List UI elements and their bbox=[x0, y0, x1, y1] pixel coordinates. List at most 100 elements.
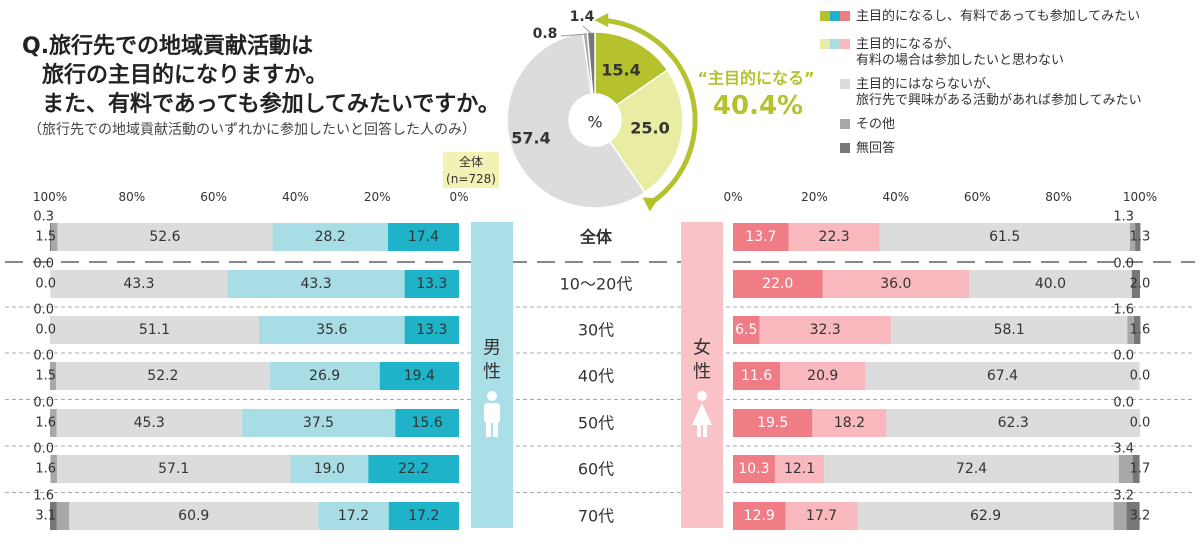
axis-tick-label: 60% bbox=[964, 190, 991, 204]
male-bar-segment bbox=[269, 362, 380, 390]
pie-slice bbox=[608, 69, 684, 194]
male-bar-segment bbox=[241, 409, 396, 437]
female-noanswer-value: 3.2 bbox=[1130, 509, 1151, 524]
male-person-icon bbox=[484, 391, 500, 437]
female-noanswer-value: 2.0 bbox=[1130, 277, 1151, 292]
legend-swatch bbox=[830, 39, 840, 49]
female-band bbox=[681, 222, 723, 528]
female-bar-segment bbox=[824, 455, 1119, 483]
female-noanswer-value: 0.0 bbox=[1130, 416, 1151, 431]
female-other-value: 3.2 bbox=[1113, 489, 1134, 504]
male-noanswer-value: 0.0 bbox=[33, 396, 54, 411]
arrowhead-icon bbox=[594, 13, 609, 28]
female-bar-value: 72.4 bbox=[956, 461, 987, 477]
category-label: 50代 bbox=[578, 414, 614, 433]
male-bar-segment bbox=[404, 270, 459, 298]
legend-swatch bbox=[840, 11, 850, 21]
female-bar-value: 20.9 bbox=[807, 368, 838, 384]
male-bar-value: 57.1 bbox=[158, 461, 189, 477]
female-bar-value: 18.2 bbox=[834, 415, 865, 431]
axis-tick-label: 40% bbox=[882, 190, 909, 204]
female-bar-value: 36.0 bbox=[880, 276, 911, 292]
female-noanswer-value: 1.6 bbox=[1130, 323, 1151, 338]
male-bar-value: 51.1 bbox=[139, 322, 170, 338]
female-bar-value: 12.1 bbox=[784, 461, 815, 477]
male-bar-segment bbox=[368, 455, 459, 483]
female-noanswer-value: 1.7 bbox=[1130, 462, 1151, 477]
female-bar-value: 32.3 bbox=[810, 322, 841, 338]
female-bar-segment bbox=[1131, 270, 1140, 298]
female-bar-segment bbox=[1113, 502, 1127, 530]
female-other-value: 1.6 bbox=[1113, 303, 1134, 318]
female-bar-segment bbox=[1127, 316, 1134, 344]
male-bar-segment bbox=[379, 362, 459, 390]
legend-label: その他 bbox=[856, 117, 896, 132]
annotation-arc bbox=[600, 17, 698, 205]
male-bar-segment bbox=[50, 455, 57, 483]
female-bar-value: 67.4 bbox=[987, 368, 1018, 384]
male-bar-value: 52.2 bbox=[147, 368, 178, 384]
male-bar-segment bbox=[56, 362, 270, 390]
male-bar-segment bbox=[272, 223, 388, 251]
male-other-value: 3.1 bbox=[35, 509, 56, 524]
male-bar-segment bbox=[69, 502, 319, 530]
female-bar-value: 22.3 bbox=[819, 229, 850, 245]
male-bar-value: 13.3 bbox=[416, 322, 447, 338]
male-bar-segment bbox=[50, 362, 57, 390]
male-bar-value: 60.9 bbox=[178, 508, 209, 524]
pie-slice-label: 0.8 bbox=[533, 26, 558, 42]
legend-label: 無回答 bbox=[856, 141, 896, 156]
leader-line bbox=[560, 33, 588, 37]
legend-swatch bbox=[840, 143, 850, 153]
female-bar-value: 40.0 bbox=[1035, 276, 1066, 292]
category-label: 30代 bbox=[578, 321, 614, 340]
male-other-value: 0.0 bbox=[35, 323, 56, 338]
female-bar-segment bbox=[1132, 455, 1140, 483]
female-bar-segment bbox=[822, 270, 970, 298]
female-noanswer-value: 0.0 bbox=[1130, 369, 1151, 384]
female-bar-segment bbox=[788, 223, 880, 251]
female-bar-value: 11.6 bbox=[741, 368, 772, 384]
axis-tick-label: 80% bbox=[1045, 190, 1072, 204]
pie-total-label-box bbox=[443, 152, 499, 188]
male-bar-value: 19.0 bbox=[314, 461, 345, 477]
male-other-value: 1.6 bbox=[35, 416, 56, 431]
female-bar-value: 62.3 bbox=[998, 415, 1029, 431]
male-noanswer-value: 0.0 bbox=[33, 442, 54, 457]
female-bar-segment bbox=[886, 409, 1140, 437]
female-bar-segment bbox=[759, 316, 891, 344]
male-label: 性 bbox=[483, 362, 501, 383]
pie-slice-label: 57.4 bbox=[511, 129, 550, 148]
male-bar-value: 43.3 bbox=[300, 276, 331, 292]
male-bar-value: 15.6 bbox=[412, 415, 443, 431]
male-other-value: 1.5 bbox=[35, 369, 56, 384]
female-bar-value: 6.5 bbox=[735, 322, 757, 338]
female-bar-segment bbox=[780, 362, 866, 390]
axis-tick-label: 100% bbox=[1123, 190, 1157, 204]
axis-tick-label: 80% bbox=[118, 190, 145, 204]
legend-swatch bbox=[820, 11, 830, 21]
question-note: （旅行先での地域貢献活動のいずれかに参加したいと回答した人のみ） bbox=[28, 122, 476, 138]
male-bar-segment bbox=[57, 223, 273, 251]
male-bar-segment bbox=[404, 316, 459, 344]
male-label: 男 bbox=[483, 338, 501, 359]
male-bar-value: 35.6 bbox=[316, 322, 347, 338]
category-label: 60代 bbox=[578, 460, 614, 479]
female-bar-value: 10.3 bbox=[738, 461, 769, 477]
title-line-2: 旅行の主目的になりますか。 bbox=[42, 63, 328, 88]
axis-tick-label: 0% bbox=[723, 190, 742, 204]
male-bar-value: 22.2 bbox=[398, 461, 429, 477]
legend-swatch bbox=[830, 11, 840, 21]
male-bar-value: 17.4 bbox=[408, 229, 439, 245]
male-bar-segment bbox=[50, 223, 52, 251]
female-bar-value: 13.7 bbox=[745, 229, 776, 245]
female-bar-segment bbox=[733, 409, 813, 437]
legend-label: 旅行先で興味がある活動があれば参加してみたい bbox=[856, 93, 1142, 108]
female-other-value: 1.3 bbox=[1113, 210, 1134, 225]
male-bar-value: 37.5 bbox=[303, 415, 334, 431]
female-bar-value: 19.5 bbox=[757, 415, 788, 431]
annotation-label: “主目的になる” bbox=[697, 69, 814, 88]
female-bar-segment bbox=[865, 362, 1140, 390]
female-bar-segment bbox=[1126, 502, 1140, 530]
male-noanswer-value: 0.3 bbox=[33, 210, 54, 225]
